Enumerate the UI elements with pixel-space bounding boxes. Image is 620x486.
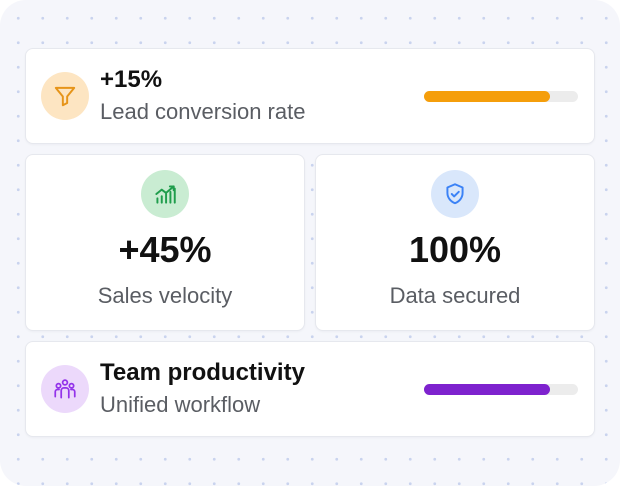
- sales-velocity-label: Sales velocity: [97, 283, 233, 308]
- funnel-icon: [41, 72, 89, 120]
- team-productivity-card: Team productivity Unified workflow: [25, 341, 595, 437]
- team-productivity-title: Team productivity: [100, 359, 305, 386]
- lead-conversion-card: +15% Lead conversion rate: [25, 48, 595, 144]
- team-productivity-label: Unified workflow: [100, 392, 261, 417]
- sales-velocity-value: +45%: [118, 229, 212, 270]
- data-secured-card: 100% Data secured: [315, 154, 595, 331]
- growth-chart-icon: [141, 170, 189, 218]
- team-productivity-progress-bar: [424, 383, 578, 395]
- lead-conversion-progress-fill: [424, 90, 551, 102]
- lead-conversion-label: Lead conversion rate: [100, 99, 306, 124]
- data-secured-label: Data secured: [389, 283, 521, 308]
- data-secured-value: 100%: [408, 229, 502, 270]
- lead-conversion-progress-bar: [424, 90, 578, 102]
- team-icon: [41, 365, 89, 413]
- team-productivity-progress-fill: [424, 383, 551, 395]
- sales-velocity-card: +45% Sales velocity: [25, 154, 305, 331]
- lead-conversion-value: +15%: [100, 66, 163, 93]
- shield-check-icon: [431, 170, 479, 218]
